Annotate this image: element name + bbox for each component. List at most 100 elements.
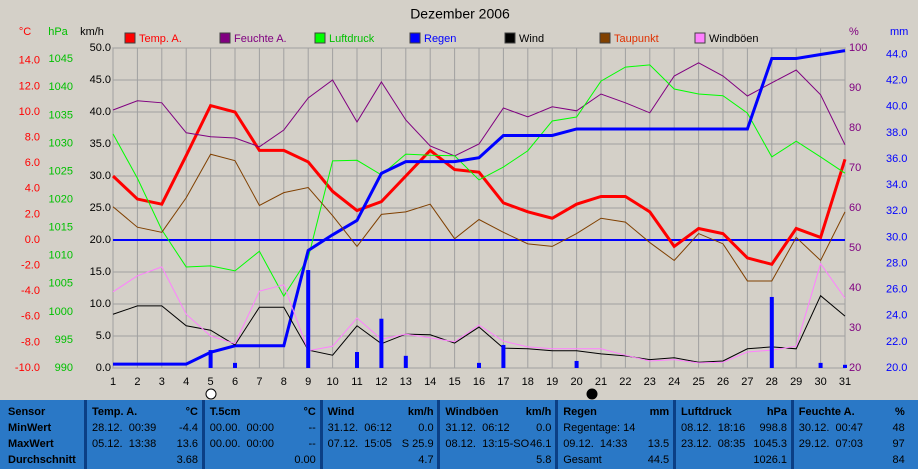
y-tick-label: 990 [55,362,73,374]
separator [319,400,323,469]
row-value: 13.6 [176,438,198,450]
row-label: Gesamt [563,454,602,466]
y-tick-label: 5.0 [96,330,111,342]
x-tick-label: 23 [644,376,656,388]
panel-title: Feuchte A. [798,406,855,418]
rain-bar [306,270,311,368]
axis-unit: mm [890,26,908,38]
y-tick-label: -4.0 [21,285,40,297]
separator [555,400,559,469]
row-value: 97 [892,438,905,450]
y-tick-label: 1000 [49,306,73,318]
row-label: 30.12. 00:47 [798,422,864,434]
row-label: Durchschnitt [8,454,76,466]
y-tick-label: 32.0 [886,205,907,217]
rain-bar [574,360,579,368]
y-tick-label: 8.0 [25,132,40,144]
legend-label: Windböen [709,33,759,45]
rain-bar [403,355,408,368]
row-label: 09.12. 14:33 [563,438,628,450]
y-tick-label: 10.0 [19,106,40,118]
row-label: 08.12. 18:16 [681,422,746,434]
panel-unit: mm [649,406,670,418]
x-tick-label: 18 [522,376,534,388]
y-tick-label: 30 [849,322,861,334]
moon-full [205,388,217,400]
row-value: -- [308,422,316,434]
row-value: 998.8 [759,422,787,434]
legend-label: Luftdruck [329,33,375,45]
axis-unit: km/h [80,26,104,38]
row-value: 48 [892,422,905,434]
chart: Dezember 2006 °C -10.0 -8.0 -6.0 -4.0 -2.0 0.0… [15,6,908,400]
y-tick-label: 0.0 [96,362,111,374]
row-value: -- [308,438,316,450]
row-label: 07.12. 15:05 [327,438,392,450]
y-tick-label: 1010 [49,250,73,262]
y-tick-label: 70 [849,162,861,174]
y-tick-label: 40.0 [90,106,111,118]
row-value: 4.7 [418,454,434,466]
separator [201,400,205,469]
x-tick-label: 22 [619,376,631,388]
y-tick-label: 1035 [49,109,73,121]
series-line [113,49,846,366]
y-tick-label: 50.0 [90,42,111,54]
rain-bar [355,352,359,368]
row-value: 84 [892,454,905,466]
x-tick-label: 15 [448,376,460,388]
y-tick-label: 6.0 [25,157,40,169]
legend-swatch [599,32,611,44]
y-tick-label: 4.0 [25,183,40,195]
separator [673,400,676,469]
series-line [112,294,846,363]
x-tick-label: 10 [326,376,338,388]
x-tick-label: 8 [281,376,287,388]
axis-unit: % [849,26,859,38]
y-tick-label: 44.0 [886,48,907,60]
x-tick-label: 31 [839,376,851,388]
y-tick-label: 38.0 [886,127,907,139]
row-label: 08.12. 13:15-SO [445,438,530,450]
row-value: -4.4 [179,422,198,434]
y-tick-label: 34.0 [886,179,907,191]
rain-bar [477,362,481,368]
row-label: 28.12. 00:39 [92,422,157,434]
y-tick-label: 14.0 [19,55,40,67]
row-label: Regentage: 14 [563,422,636,434]
row-label: MinWert [8,422,52,434]
y-tick-label: 40 [849,282,861,294]
row-label: MaxWert [8,438,54,450]
panel-title: Wind [327,406,355,418]
moon-new [586,388,598,400]
row-value: S 25.9 [401,438,434,450]
x-tick-label: 3 [159,376,165,388]
rain-bar [233,362,237,368]
y-tick-label: 60 [849,202,861,214]
legend-label: Wind [519,33,544,45]
y-tick-label: 20 [849,362,861,374]
x-tick-label: 30 [814,376,826,388]
legend-label: Regen [424,33,456,45]
y-tick-label: 45.0 [90,74,111,86]
y-tick-label: 1005 [49,278,73,290]
panel-unit: °C [303,406,316,418]
x-tick-label: 21 [595,376,607,388]
y-tick-label: 28.0 [886,257,907,269]
row-value: 0.00 [294,454,316,466]
series-line [112,153,846,282]
summary-table: Sensor MinWert MaxWert Durchschnitt Temp. A.… [0,400,918,469]
y-tick-label: 26.0 [886,284,907,296]
rain-bar [843,364,847,368]
panel-title: T.5cm [209,406,241,418]
y-tick-label: 20.0 [90,234,111,246]
legend-swatch [409,32,421,44]
x-tick-label: 27 [741,376,753,388]
y-tick-label: 995 [55,334,73,346]
panel-title: Luftdruck [681,406,732,418]
row-value: 5.8 [536,454,552,466]
legend-label: Taupunkt [614,33,659,45]
rain-bar [379,318,384,368]
chart-title: Dezember 2006 [410,6,510,22]
panel-unit: km/h [525,406,552,418]
